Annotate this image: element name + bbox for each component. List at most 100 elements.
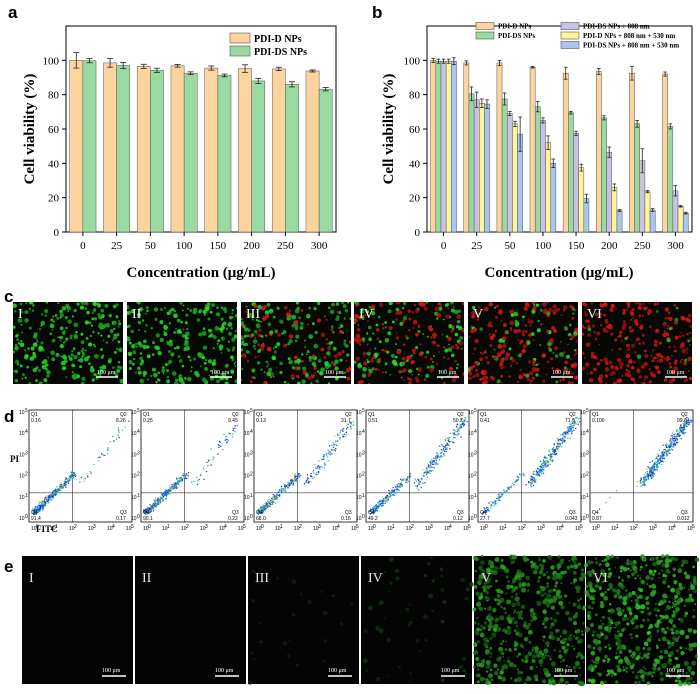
ros-signal: [582, 661, 585, 663]
event-dot: [70, 474, 73, 477]
live-cell: [312, 361, 316, 365]
event-dot: [275, 498, 278, 500]
live-cell: [391, 320, 395, 324]
event-dot: [67, 477, 70, 479]
live-cell: [251, 318, 254, 321]
live-cell: [75, 330, 78, 334]
event-dot: [563, 431, 566, 433]
ros-signal: [506, 584, 511, 590]
event-dot: [560, 446, 563, 448]
legend-label: PDI-DS NPs + 808 nm: [583, 23, 650, 31]
dead-cell: [671, 378, 676, 382]
event-dot: [404, 479, 407, 482]
event-dot: [417, 489, 420, 491]
event-dot: [690, 421, 692, 423]
event-dot: [296, 477, 299, 479]
dead-cell: [681, 334, 685, 337]
ros-signal: [573, 578, 578, 583]
q2-label: Q2: [457, 412, 464, 418]
live-cell: [341, 331, 345, 334]
event-dot: [656, 456, 659, 458]
dead-cell: [363, 361, 367, 366]
live-cell: [40, 320, 46, 326]
ros-signal: [554, 584, 558, 588]
event-dot: [402, 478, 405, 481]
x-tick-label: 200: [601, 240, 618, 252]
live-cell: [411, 374, 414, 376]
event-dot: [38, 509, 41, 512]
bar: [435, 60, 442, 233]
q4-value: 27.7: [480, 516, 490, 522]
q1-label: Q1: [143, 412, 150, 418]
event-dot: [162, 498, 164, 500]
dead-cell: [568, 367, 571, 370]
event-dot: [384, 497, 387, 499]
live-cell: [393, 361, 398, 366]
event-dot: [568, 430, 570, 433]
dead-cell: [519, 342, 522, 345]
ros-signal: [419, 650, 422, 653]
dead-cell: [638, 302, 642, 306]
event-dot: [65, 477, 68, 480]
bar: [629, 72, 635, 233]
ros-signal: [462, 657, 466, 661]
live-cell: [370, 310, 376, 316]
event-dot: [685, 422, 688, 425]
event-dot: [342, 434, 344, 436]
event-dot: [669, 452, 671, 455]
event-dot: [282, 489, 284, 491]
dead-cell: [475, 368, 479, 372]
live-cell: [168, 341, 174, 347]
event-dot: [426, 469, 428, 471]
event-dot: [561, 440, 563, 442]
event-dot: [665, 453, 667, 456]
y-tick-base: 10: [131, 410, 137, 416]
event-dot: [274, 497, 276, 500]
live-cell: [98, 322, 103, 327]
ros-signal: [388, 674, 391, 677]
dead-cell: [502, 323, 507, 327]
scale-bar-label: 100 μm: [211, 370, 230, 376]
dead-cell: [647, 312, 651, 316]
q2-label: Q2: [569, 412, 576, 418]
ros-signal: [247, 680, 253, 685]
bar: [596, 71, 602, 233]
dead-cell: [662, 321, 667, 327]
event-dot: [370, 512, 372, 515]
event-dot: [649, 475, 652, 478]
event-dot: [563, 435, 566, 437]
event-dot: [464, 416, 466, 419]
dead-cell: [521, 332, 525, 336]
dead-cell: [547, 340, 551, 343]
event-dot: [657, 465, 659, 467]
event-dot: [61, 481, 63, 484]
live-cell: [184, 321, 188, 325]
event-dot: [647, 478, 649, 481]
live-cell: [100, 334, 103, 337]
event-dot: [547, 454, 550, 456]
event-dot: [260, 506, 262, 508]
event-dot: [174, 483, 177, 485]
ros-signal: [553, 648, 557, 652]
bar: [562, 72, 569, 233]
x-tick-base: 10: [294, 526, 300, 532]
live-cell: [194, 370, 199, 376]
dead-cell: [357, 380, 363, 384]
event-dot: [545, 464, 548, 466]
event-dot: [428, 467, 431, 469]
event-dot: [569, 423, 571, 425]
live-cell: [522, 315, 525, 319]
live-cell: [46, 374, 50, 378]
ros-signal: [322, 610, 328, 616]
event-dot: [422, 469, 424, 471]
live-cell: [56, 316, 60, 320]
ros-signal: [520, 604, 526, 609]
live-cell: [157, 350, 162, 356]
event-dot: [657, 460, 659, 462]
event-dot: [552, 459, 554, 461]
ros-signal: [405, 607, 410, 612]
event-dot: [559, 444, 562, 446]
event-dot: [680, 428, 682, 430]
live-cell: [326, 351, 331, 356]
